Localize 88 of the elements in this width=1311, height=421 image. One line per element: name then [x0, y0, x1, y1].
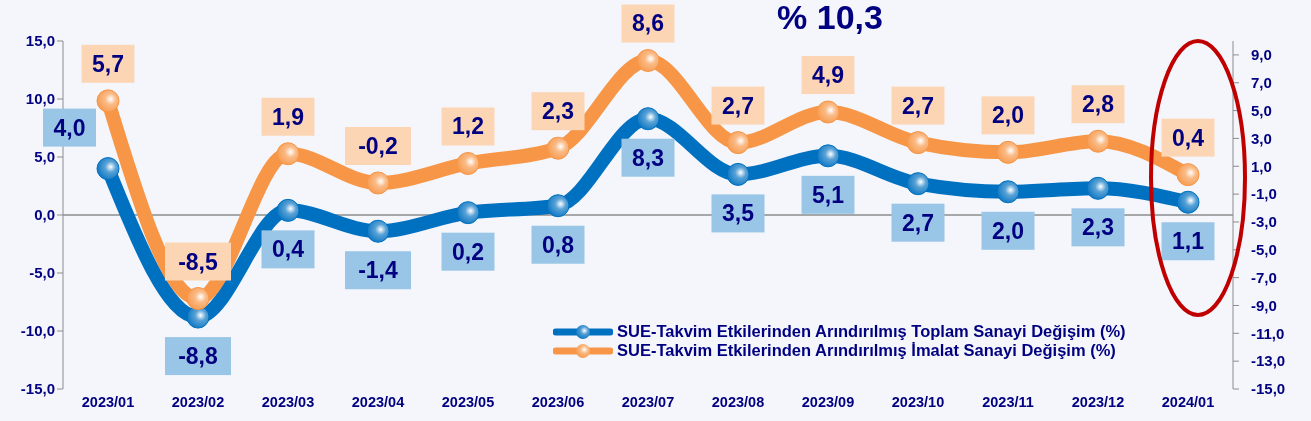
- y2-tick-label: 3,0: [1251, 129, 1272, 147]
- data-label: 8,3: [632, 144, 664, 171]
- data-label: 5,1: [812, 181, 845, 208]
- point: [276, 198, 300, 222]
- data-label: 3,5: [722, 200, 755, 227]
- chart-title: % 10,3: [776, 0, 884, 37]
- x-tick-label: 2023/03: [261, 394, 315, 411]
- y-tick-label: 0,0: [34, 206, 55, 224]
- point: [546, 136, 570, 160]
- data-label: 2,8: [1082, 91, 1115, 118]
- x-tick-label: 2023/12: [1071, 394, 1125, 411]
- data-label: -1,4: [358, 257, 399, 284]
- point: [996, 140, 1020, 164]
- y2-tick-label: -13,0: [1251, 352, 1286, 370]
- y-tick-label: -15,0: [20, 380, 55, 398]
- point: [636, 107, 660, 131]
- point: [96, 89, 120, 113]
- point: [906, 131, 930, 155]
- x-tick-label: 2023/10: [891, 394, 945, 411]
- data-label: 4,0: [53, 114, 86, 141]
- point: [276, 142, 300, 166]
- point: [906, 172, 930, 196]
- y2-tick-label: -3,0: [1251, 213, 1277, 231]
- point: [366, 171, 390, 195]
- point: [1176, 190, 1200, 214]
- data-label: 0,2: [452, 238, 484, 265]
- x-tick-label: 2023/02: [171, 394, 225, 411]
- point: [816, 100, 840, 124]
- x-tick-label: 2023/01: [81, 394, 135, 411]
- legend-label: SUE-Takvim Etkilerinden Arındırılmış Toplam Sanayi Değişim (%): [617, 322, 1126, 341]
- data-label: 5,7: [92, 50, 124, 77]
- x-tick-label: 2024/01: [1161, 394, 1215, 411]
- x-tick-label: 2023/07: [621, 394, 675, 411]
- y-tick-label: -5,0: [29, 264, 55, 282]
- data-label: 2,3: [1082, 214, 1114, 241]
- data-label: 2,0: [992, 102, 1024, 129]
- data-label: -8,8: [178, 343, 219, 370]
- data-label: -8,5: [178, 248, 219, 275]
- x-tick-label: 2023/11: [982, 394, 1034, 411]
- data-label: 2,0: [992, 217, 1024, 244]
- point: [1086, 129, 1110, 153]
- point: [186, 287, 210, 311]
- x-tick-label: 2023/08: [711, 394, 765, 411]
- x-tick-label: 2023/04: [351, 394, 405, 411]
- y-tick-label: 5,0: [34, 148, 55, 166]
- x-tick-label: 2023/09: [801, 394, 855, 411]
- y2-tick-label: 1,0: [1251, 157, 1272, 175]
- y2-tick-label: 5,0: [1251, 101, 1272, 119]
- point: [1086, 176, 1110, 200]
- point: [726, 162, 750, 186]
- y2-tick-label: 9,0: [1251, 46, 1272, 64]
- data-label: 4,9: [812, 61, 844, 88]
- point: [366, 219, 390, 243]
- point: [546, 194, 570, 218]
- point: [1176, 163, 1200, 187]
- y-tick-label: 10,0: [25, 90, 55, 108]
- y-tick-label: -10,0: [20, 322, 55, 340]
- data-label: 0,8: [542, 231, 575, 258]
- data-label: 1,1: [1172, 228, 1205, 255]
- y2-tick-label: -7,0: [1251, 268, 1277, 286]
- data-label: 0,4: [1172, 124, 1205, 151]
- y2-tick-label: -11,0: [1251, 324, 1285, 342]
- point: [726, 131, 750, 155]
- y2-tick-label: -9,0: [1251, 296, 1277, 314]
- y2-tick-label: -1,0: [1251, 185, 1277, 203]
- data-label: 1,2: [452, 113, 484, 140]
- data-label: 8,6: [632, 10, 664, 37]
- x-tick-label: 2023/05: [441, 394, 495, 411]
- point: [456, 201, 480, 225]
- point: [636, 48, 660, 72]
- y2-tick-label: -5,0: [1251, 241, 1277, 259]
- x-tick-label: 2023/06: [531, 394, 585, 411]
- point: [186, 305, 210, 329]
- y-tick-label: 15,0: [25, 32, 55, 50]
- legend-label: SUE-Takvim Etkilerinden Arındırılmış İmalat Sanayi Değişim (%): [617, 341, 1116, 360]
- data-label: 2,7: [902, 92, 934, 119]
- data-label: 2,3: [542, 98, 574, 125]
- point: [456, 152, 480, 175]
- point: [96, 157, 120, 181]
- data-label: 2,7: [722, 92, 754, 119]
- point: [816, 144, 840, 168]
- point: [996, 180, 1020, 204]
- y2-tick-label: 7,0: [1251, 74, 1272, 92]
- y2-tick-label: -15,0: [1251, 380, 1286, 398]
- data-label: 2,7: [902, 209, 934, 236]
- data-label: 0,4: [272, 236, 305, 263]
- data-label: -0,2: [358, 132, 398, 159]
- data-label: 1,9: [272, 103, 304, 130]
